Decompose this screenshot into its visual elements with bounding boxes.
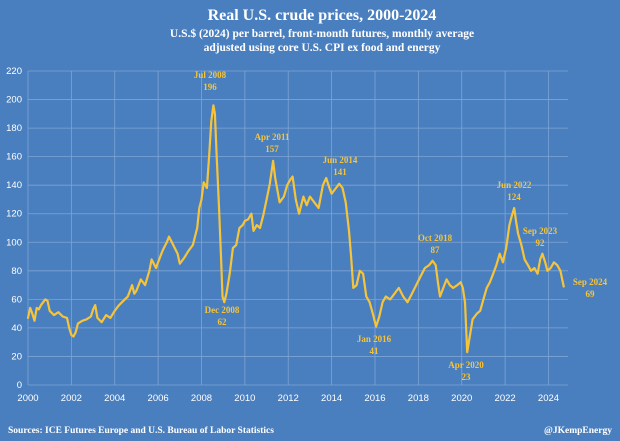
annotation-label: Dec 2008 xyxy=(205,305,240,315)
x-tick-label: 2018 xyxy=(408,393,429,404)
author-credit: @JKempEnergy xyxy=(544,426,612,436)
y-tick-label: 140 xyxy=(6,180,22,191)
x-tick-label: 2024 xyxy=(538,393,559,404)
annotation-apr-2020: Apr 2020 23 xyxy=(448,360,484,382)
annotation-value: 124 xyxy=(507,192,521,202)
annotation-sep-2023: Sep 2023 92 xyxy=(523,226,558,248)
annotation-jan-2016: Jan 2016 41 xyxy=(357,334,392,356)
annotation-value: 141 xyxy=(333,167,347,177)
annotation-label: Jan 2016 xyxy=(357,334,392,344)
annotation-label: Apr 2020 xyxy=(448,360,484,370)
annotation-apr-2011: Apr 2011 157 xyxy=(254,132,290,154)
y-tick-label: 160 xyxy=(6,152,22,163)
chart-subtitle-line-2: adjusted using core U.S. CPI ex food and… xyxy=(204,42,441,54)
y-tick-label: 220 xyxy=(6,66,22,77)
x-tick-label: 2020 xyxy=(451,393,472,404)
y-tick-label: 120 xyxy=(6,209,22,220)
price-line xyxy=(26,104,565,354)
annotation-value: 69 xyxy=(586,289,596,299)
y-axis-tick-labels: 0 20 40 60 80 100 120 140 160 180 200 220 xyxy=(6,66,22,391)
chart-subtitle-line-1: U.S.$ (2024) per barrel, front-month fut… xyxy=(170,27,474,40)
annotation-oct-2018: Oct 2018 87 xyxy=(418,233,453,255)
annotation-jun-2022: Jun 2022 124 xyxy=(497,180,532,202)
annotation-label: Apr 2011 xyxy=(254,132,290,142)
y-tick-label: 60 xyxy=(11,294,22,305)
x-tick-label: 2008 xyxy=(191,393,212,404)
annotation-jun-2014: Jun 2014 141 xyxy=(323,155,358,177)
x-axis-tick-labels: 2000 2002 2004 2006 2008 2010 2012 2014 2016 2018… xyxy=(17,393,559,404)
y-tick-label: 40 xyxy=(11,323,22,334)
y-tick-label: 200 xyxy=(6,95,22,106)
annotation-label: Sep 2024 xyxy=(573,277,608,287)
y-tick-label: 80 xyxy=(11,266,22,277)
annotation-value: 62 xyxy=(218,317,228,327)
x-tick-label: 2016 xyxy=(364,393,385,404)
annotation-label: Oct 2018 xyxy=(418,233,453,243)
annotation-value: 157 xyxy=(265,144,279,154)
x-tick-label: 2010 xyxy=(234,393,255,404)
y-tick-label: 180 xyxy=(6,123,22,134)
annotation-label: Jun 2014 xyxy=(323,155,358,165)
y-tick-label: 0 xyxy=(17,380,22,391)
x-tick-label: 2000 xyxy=(17,393,38,404)
annotation-value: 92 xyxy=(536,238,546,248)
annotation-label: Jun 2022 xyxy=(497,180,532,190)
annotation-label: Jul 2008 xyxy=(194,70,227,80)
x-tick-label: 2006 xyxy=(148,393,169,404)
annotation-dec-2008: Dec 2008 62 xyxy=(205,305,240,327)
y-tick-label: 20 xyxy=(11,351,22,362)
chart-title: Real U.S. crude prices, 2000-2024 xyxy=(208,7,437,24)
y-tick-label: 100 xyxy=(6,237,22,248)
annotation-value: 41 xyxy=(370,346,380,356)
annotation-sep-2024: Sep 2024 69 xyxy=(573,277,608,299)
annotation-value: 23 xyxy=(462,372,472,382)
x-tick-label: 2022 xyxy=(495,393,516,404)
x-tick-label: 2012 xyxy=(278,393,299,404)
source-note: Sources: ICE Futures Europe and U.S. Bur… xyxy=(8,426,274,436)
annotation-jul-2008: Jul 2008 196 xyxy=(194,70,227,92)
annotation-label: Sep 2023 xyxy=(523,226,558,236)
x-tick-label: 2014 xyxy=(321,393,342,404)
annotation-value: 196 xyxy=(203,82,217,92)
x-tick-label: 2004 xyxy=(104,393,125,404)
price-series xyxy=(26,104,565,354)
annotation-value: 87 xyxy=(431,245,441,255)
x-tick-label: 2002 xyxy=(61,393,82,404)
